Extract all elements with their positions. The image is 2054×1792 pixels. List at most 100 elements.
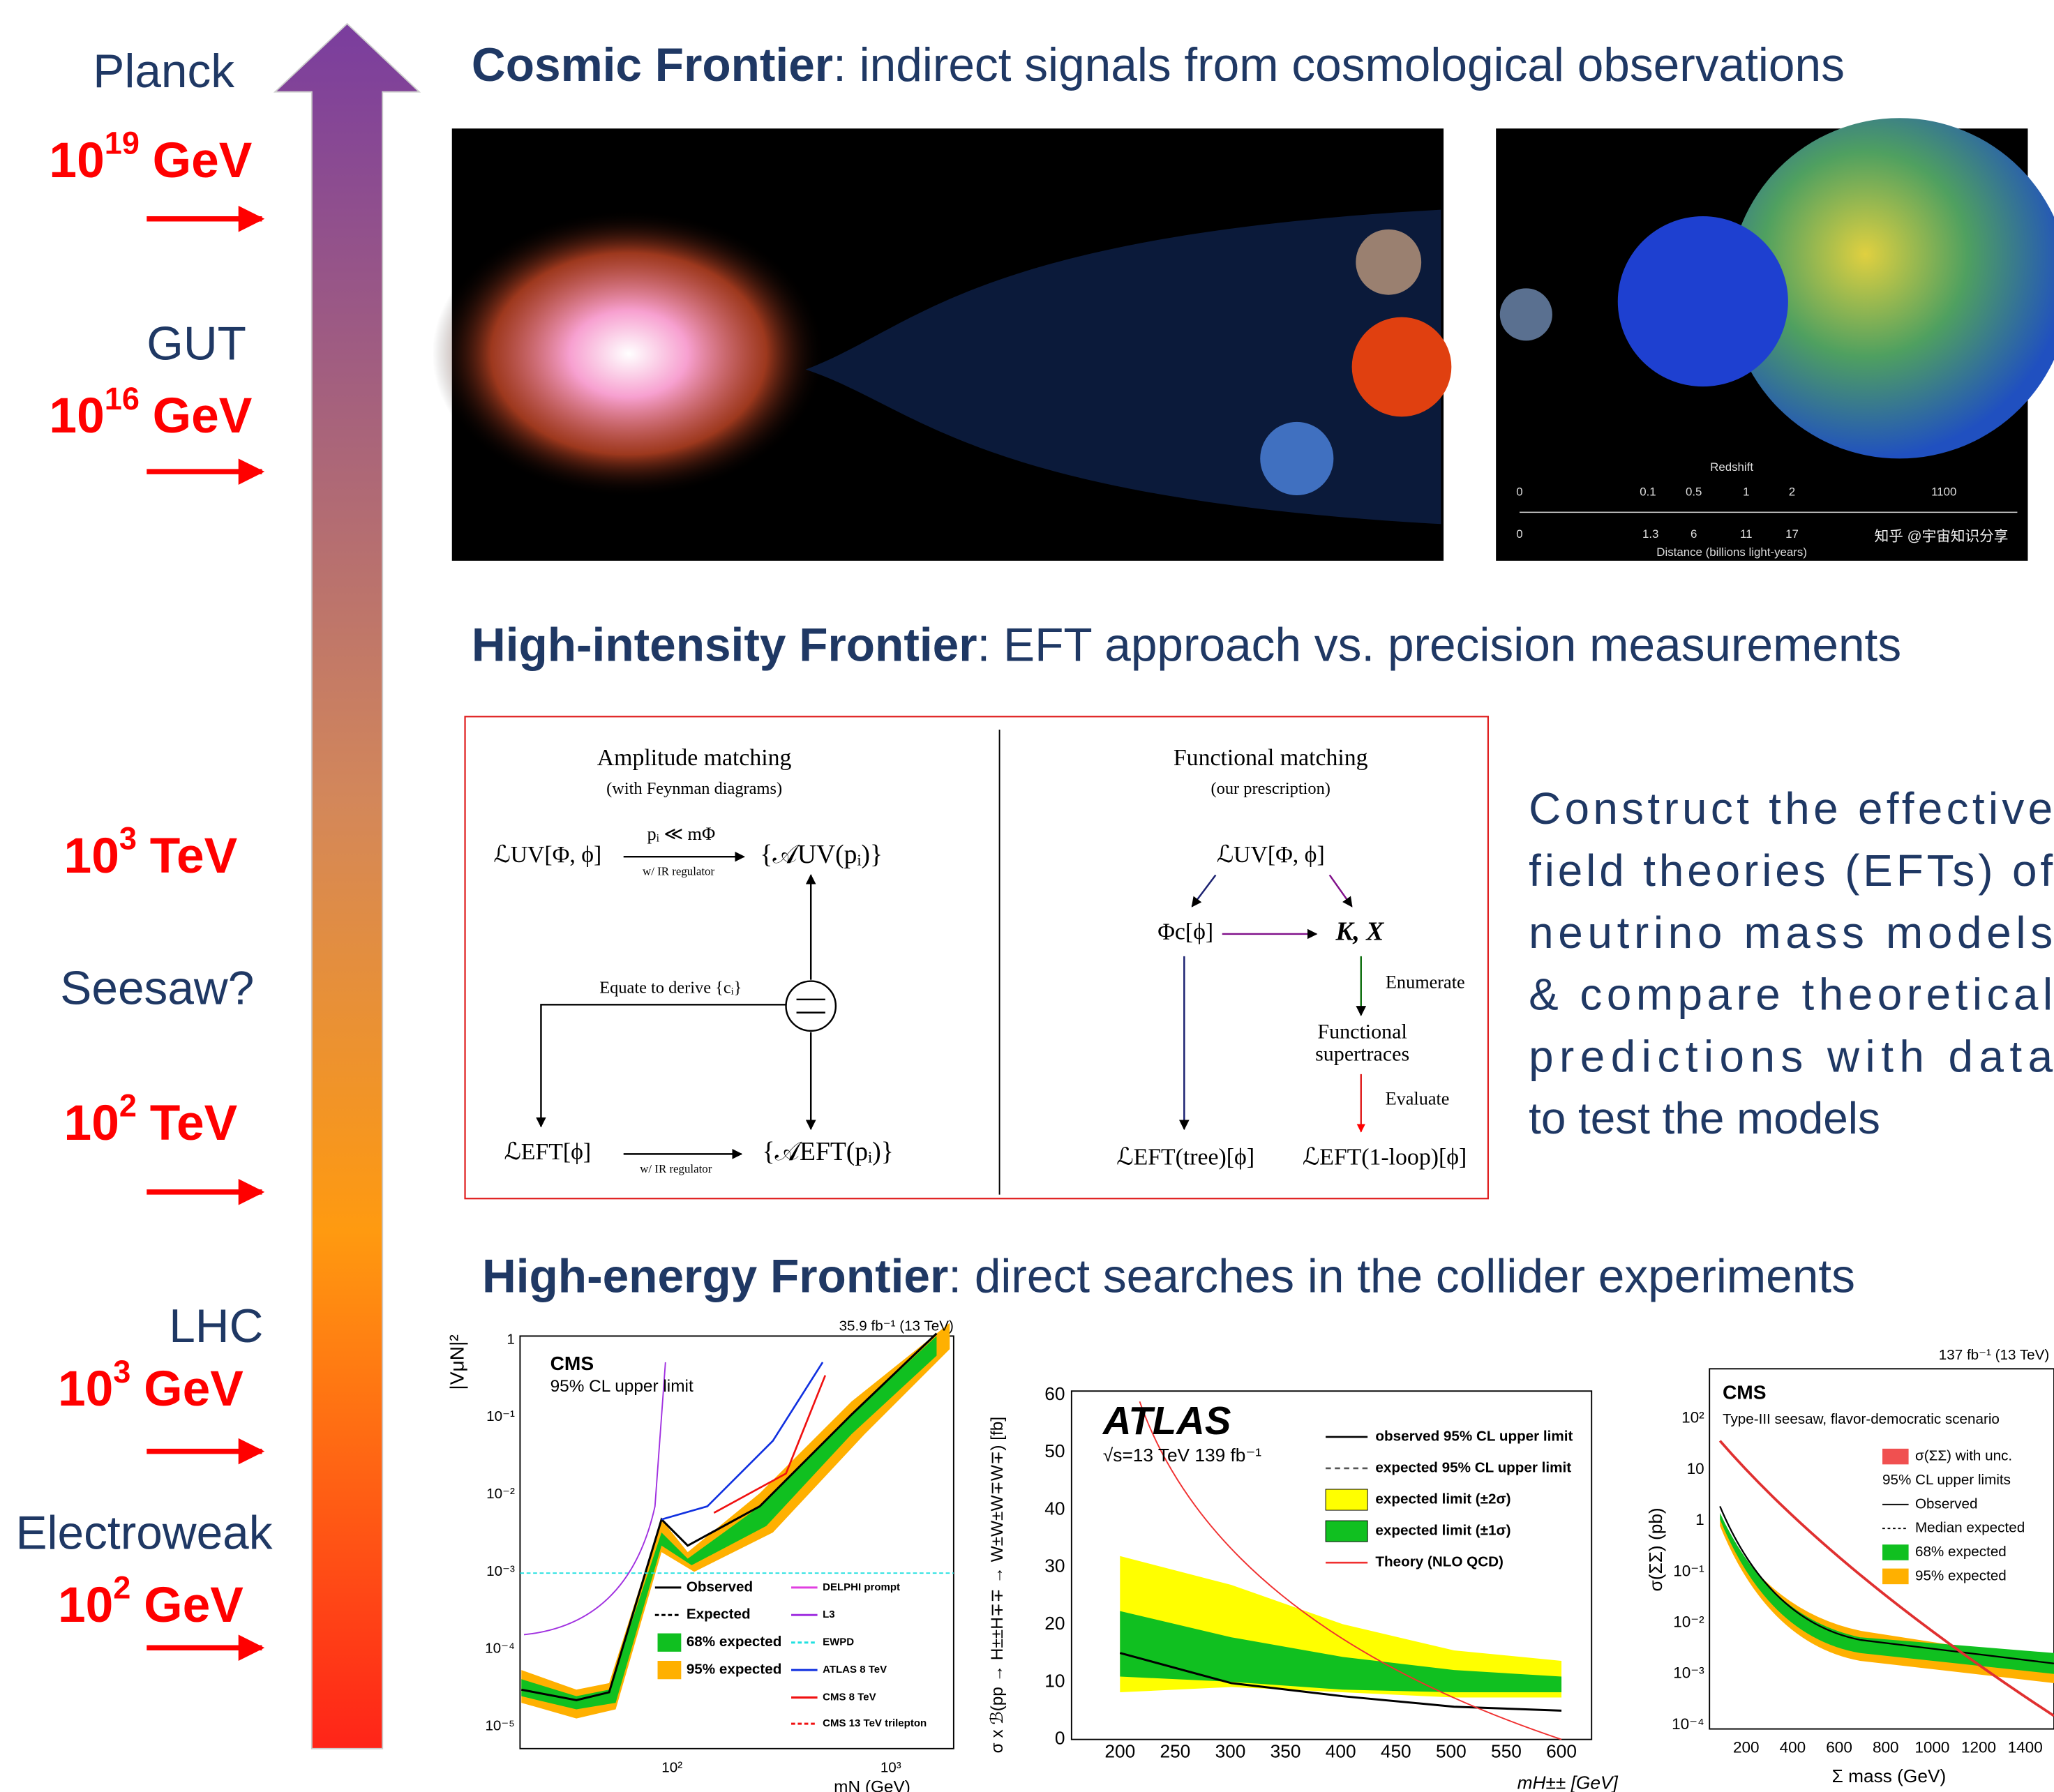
plot-ylabel: σ(ΣΣ) (pb) bbox=[1645, 1507, 1666, 1591]
diagram-text: ℒEFT(tree)[ϕ] bbox=[1116, 1145, 1254, 1170]
legend-label: 95% CL upper limits bbox=[1882, 1472, 2011, 1488]
diagram-text: (our prescription) bbox=[1211, 779, 1330, 798]
x-tick-label: 450 bbox=[1381, 1740, 1411, 1761]
value-exp: 16 bbox=[105, 381, 140, 416]
scale-name: Planck bbox=[93, 45, 234, 98]
x-tick-label: 10² bbox=[661, 1759, 682, 1775]
legend-swatch bbox=[1326, 1521, 1367, 1542]
plot-subtitle: Type-III seesaw, flavor-democratic scena… bbox=[1723, 1411, 2000, 1427]
section-title: Cosmic Frontier: indirect signals from c… bbox=[472, 39, 1845, 91]
image-tick: 11 bbox=[1740, 527, 1753, 541]
image-tick: 0 bbox=[1516, 485, 1522, 499]
value-unit: GeV bbox=[153, 388, 253, 444]
diagram-text: ℒUV[Φ, ϕ] bbox=[1217, 842, 1325, 868]
x-tick-label: 600 bbox=[1826, 1739, 1852, 1756]
legend-label: Observed bbox=[1915, 1496, 1978, 1512]
paragraph-line: Construct the effective bbox=[1529, 783, 2053, 834]
y-tick-label: 10⁻⁴ bbox=[1672, 1715, 1704, 1733]
diagram-text: ℒUV[Φ, ϕ] bbox=[493, 842, 601, 868]
image-decor bbox=[1352, 317, 1452, 417]
title-rest: : direct searches in the collider experi… bbox=[948, 1250, 1855, 1302]
legend-label: DELPHI prompt bbox=[823, 1581, 900, 1593]
x-tick-label: 350 bbox=[1270, 1740, 1301, 1761]
image-tick: 17 bbox=[1785, 527, 1799, 541]
diagram-text: ℒEFT[ϕ] bbox=[504, 1139, 591, 1165]
image-label: Redshift bbox=[1710, 460, 1753, 474]
legend-label: 68% expected bbox=[1915, 1544, 2007, 1560]
legend-swatch bbox=[1882, 1449, 1909, 1465]
image-tick: 0.1 bbox=[1640, 485, 1656, 499]
diagram-text: supertraces bbox=[1315, 1042, 1409, 1065]
legend-swatch bbox=[658, 1661, 682, 1679]
legend-swatch bbox=[1882, 1544, 1909, 1560]
diagram-text: w/ IR regulator bbox=[643, 865, 714, 878]
x-tick-label: 400 bbox=[1780, 1739, 1806, 1756]
scale-value: 1019GeV bbox=[49, 126, 252, 188]
y-tick-label: 30 bbox=[1044, 1556, 1065, 1576]
legend-label: Expected bbox=[687, 1606, 751, 1622]
diagram-text: w/ IR regulator bbox=[640, 1162, 712, 1175]
x-tick-label: 200 bbox=[1733, 1739, 1760, 1756]
title-rest: : EFT approach vs. precision measurement… bbox=[977, 619, 1902, 672]
legend-label: Median expected bbox=[1915, 1520, 2025, 1536]
legend-label: expected limit (±1σ) bbox=[1375, 1523, 1510, 1539]
image-tick: 1 bbox=[1743, 485, 1749, 499]
legend-label: σ(ΣΣ) with unc. bbox=[1915, 1448, 2012, 1464]
y-tick-label: 10⁻¹ bbox=[1673, 1562, 1704, 1579]
diagram-text: Evaluate bbox=[1386, 1088, 1450, 1108]
y-tick-label: 20 bbox=[1044, 1613, 1065, 1634]
legend-label: L3 bbox=[823, 1609, 835, 1620]
value-exp: 3 bbox=[119, 821, 137, 857]
x-tick-label: 200 bbox=[1104, 1740, 1135, 1761]
legend-label: expected limit (±2σ) bbox=[1375, 1491, 1510, 1507]
title-bold: High-energy Frontier bbox=[482, 1250, 948, 1302]
watermark: 知乎 @宇宙知识分享 bbox=[1875, 529, 2009, 545]
x-tick-label: 800 bbox=[1873, 1739, 1899, 1756]
section-title: High-energy Frontier: direct searches in… bbox=[482, 1250, 1855, 1302]
y-tick-label: 0 bbox=[1055, 1728, 1065, 1749]
diagram-text: Equate to derive {cᵢ} bbox=[599, 978, 742, 997]
x-tick-label: 400 bbox=[1326, 1740, 1356, 1761]
paragraph-line: to test the models bbox=[1529, 1093, 1880, 1143]
paragraph-line: & compare theoretical bbox=[1529, 970, 2053, 1020]
image-tick: 2 bbox=[1789, 485, 1795, 499]
legend-label: CMS 13 TeV trilepton bbox=[823, 1717, 927, 1729]
diagram-text: {𝒜UV(pᵢ)} bbox=[760, 841, 883, 869]
y-tick-label: 1 bbox=[1695, 1511, 1704, 1528]
value-base: 10 bbox=[49, 133, 104, 188]
value-unit: GeV bbox=[144, 1361, 243, 1417]
title-bold: Cosmic Frontier bbox=[472, 39, 833, 91]
image-tick: 6 bbox=[1691, 527, 1697, 541]
image-decor bbox=[1500, 288, 1552, 340]
legend-label: EWPD bbox=[823, 1636, 854, 1648]
plot-xlabel: Σ mass (GeV) bbox=[1832, 1765, 1947, 1786]
x-tick-label: 250 bbox=[1160, 1740, 1190, 1761]
scale-name: LHC bbox=[169, 1300, 263, 1353]
diagram-text: Functional matching bbox=[1174, 745, 1368, 771]
diagram-text: Amplitude matching bbox=[597, 745, 792, 771]
y-tick-label: 10⁻² bbox=[1673, 1613, 1704, 1630]
image-tick: 1100 bbox=[1931, 485, 1956, 499]
legend-swatch bbox=[1326, 1489, 1367, 1510]
y-tick-label: 10² bbox=[1681, 1409, 1704, 1426]
value-exp: 3 bbox=[113, 1354, 130, 1390]
x-tick-label: 550 bbox=[1491, 1740, 1522, 1761]
value-base: 10 bbox=[58, 1577, 113, 1633]
scale-value: 103GeV bbox=[58, 1354, 243, 1417]
scale-name: Seesaw? bbox=[60, 962, 254, 1014]
plot-ylabel: |VμN|² bbox=[447, 1334, 468, 1390]
y-tick-label: 10 bbox=[1687, 1460, 1704, 1477]
section-title: High-intensity Frontier: EFT approach vs… bbox=[472, 619, 1901, 672]
legend-label: CMS 8 TeV bbox=[823, 1692, 876, 1703]
legend-label: Theory (NLO QCD) bbox=[1375, 1554, 1503, 1570]
plot-xlabel: mH±± [GeV] bbox=[1517, 1772, 1619, 1792]
image-decor bbox=[433, 210, 825, 498]
y-tick-label: 1 bbox=[507, 1331, 514, 1347]
legend-swatch bbox=[658, 1634, 682, 1652]
title-rest: : indirect signals from cosmological obs… bbox=[833, 39, 1845, 91]
page: { "energy_scale":[ {"name":"Planck","bas… bbox=[0, 0, 2054, 1792]
paragraph-line: field theories (EFTs) of bbox=[1529, 845, 2053, 896]
plot-experiment: CMS bbox=[550, 1353, 594, 1374]
scale-name: Electroweak bbox=[15, 1507, 272, 1559]
legend-label: 68% expected bbox=[687, 1634, 782, 1650]
